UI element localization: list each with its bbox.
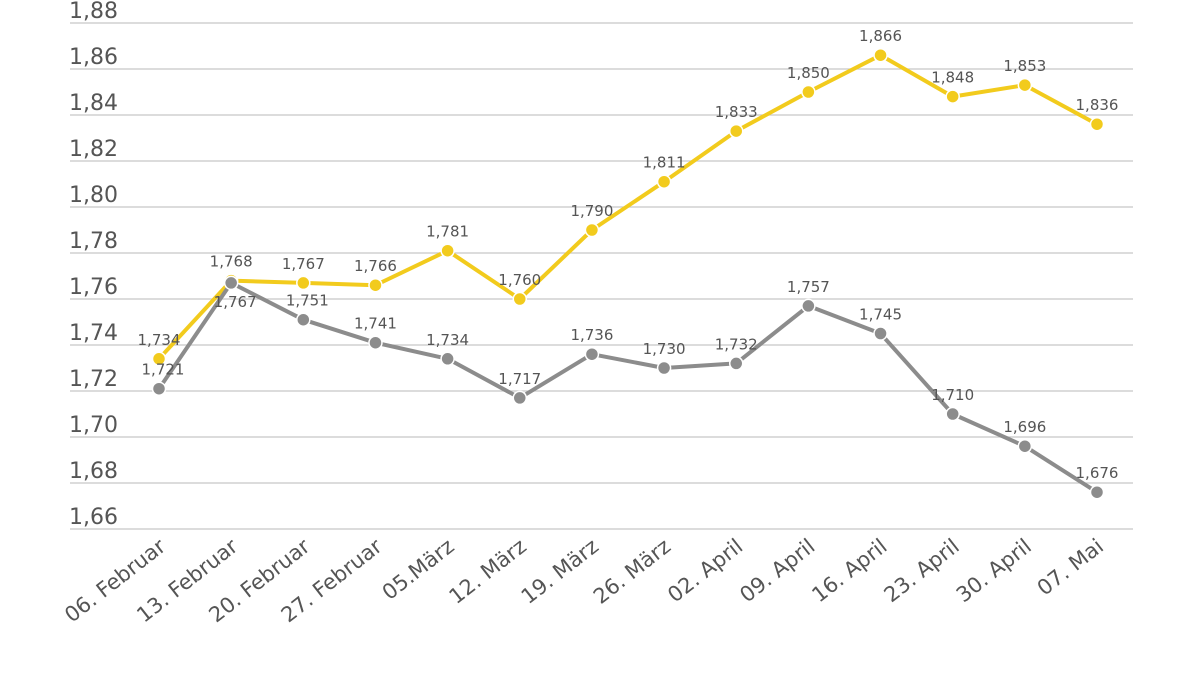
y-tick-label: 1,76 (69, 275, 118, 300)
gray-series-data-label: 1,745 (859, 306, 902, 324)
x-tick-label: 05.März (378, 534, 459, 605)
gray-series-point (945, 406, 960, 422)
yellow-series-line (157, 53, 1099, 361)
gray-series-point (223, 275, 239, 291)
y-tick-label: 1,68 (69, 459, 118, 484)
yellow-series-point (296, 275, 311, 291)
y-tick-label: 1,74 (69, 321, 118, 346)
y-tick-label: 1,84 (69, 91, 118, 116)
gray-series-data-label: 1,741 (354, 315, 397, 333)
y-tick-label: 1,88 (69, 0, 118, 24)
gray-series-data-label: 1,721 (142, 361, 185, 379)
yellow-series-data-label: 1,836 (1076, 96, 1119, 114)
yellow-series-data-label: 1,767 (282, 255, 325, 273)
x-tick-label: 26. März (589, 534, 675, 609)
yellow-series-point (151, 351, 167, 367)
yellow-series-point (945, 89, 960, 104)
gray-series-data-label: 1,732 (715, 335, 758, 353)
x-tick-label: 09. April (735, 534, 819, 607)
data-labels: 1,734 1,768 1,767 1,766 1,781 1,760 1,790 1,811… (138, 27, 1119, 482)
y-tick-label: 1,78 (69, 229, 118, 254)
yellow-series-data-label: 1,790 (570, 202, 613, 220)
yellow-series-data-label: 1,811 (643, 154, 686, 172)
gray-series-point (151, 381, 167, 396)
gray-series-point (584, 346, 600, 362)
gray-series-point (1017, 438, 1033, 454)
yellow-series-point (728, 123, 744, 139)
gray-series-point (368, 335, 383, 350)
gray-series-data-label: 1,757 (787, 278, 830, 296)
yellow-series-point (801, 84, 816, 100)
gray-series-data-label: 1,710 (931, 386, 974, 404)
x-tick-label: 23. April (880, 534, 964, 607)
gray-series-data-label: 1,751 (286, 292, 329, 310)
yellow-series-data-label: 1,853 (1003, 57, 1046, 75)
gray-series-data-label: 1,676 (1076, 464, 1119, 482)
gray-series-line (157, 280, 1099, 495)
yellow-series-data-label: 1,850 (787, 64, 830, 82)
gray-series-point (512, 390, 528, 406)
y-axis-ticks: 1,66 1,68 1,70 1,72 1,74 1,76 1,78 1,80 1,82 1,84… (69, 0, 118, 530)
yellow-series-data-label: 1,848 (931, 69, 974, 87)
grid-lines (70, 22, 1133, 530)
gray-series-data-label: 1,767 (214, 293, 257, 311)
x-tick-label: 07. Mai (1033, 534, 1108, 600)
x-tick-label: 16. April (807, 534, 891, 607)
gray-series-data-label: 1,736 (570, 326, 613, 344)
x-tick-label: 30. April (952, 534, 1036, 607)
y-tick-label: 1,82 (69, 137, 118, 162)
yellow-series-point (368, 277, 383, 293)
y-tick-label: 1,72 (69, 367, 118, 392)
y-tick-label: 1,66 (69, 505, 118, 530)
gray-series-data-label: 1,696 (1003, 418, 1046, 436)
gray-series-point (656, 360, 672, 376)
gray-series-data-label: 1,730 (643, 340, 686, 358)
yellow-series-point (584, 222, 600, 238)
yellow-series-point (512, 291, 528, 307)
y-tick-label: 1,86 (69, 45, 118, 70)
gray-series-point (296, 312, 311, 327)
yellow-series-point (873, 47, 888, 63)
y-tick-label: 1,70 (69, 413, 118, 438)
gray-series-data-label: 1,734 (426, 331, 469, 349)
x-tick-label: 19. März (517, 534, 603, 609)
yellow-series-point (1017, 77, 1033, 93)
gray-series-point (728, 356, 744, 371)
gray-series-point (801, 298, 816, 314)
yellow-series-data-label: 1,768 (210, 253, 253, 271)
x-tick-label: 12. März (445, 534, 531, 609)
yellow-series-data-label: 1,781 (426, 223, 469, 241)
yellow-series-point (1089, 116, 1105, 132)
series-group (151, 47, 1105, 500)
yellow-series-data-label: 1,734 (138, 331, 181, 349)
gray-series-data-label: 1,717 (498, 370, 541, 388)
gray-series-point (873, 326, 888, 341)
yellow-series-data-label: 1,833 (715, 103, 758, 121)
gray-series-point (1089, 484, 1105, 500)
yellow-series-data-label: 1,760 (498, 271, 541, 289)
yellow-series-data-label: 1,866 (859, 27, 902, 45)
yellow-series-point (656, 174, 672, 189)
yellow-series-point (440, 243, 455, 258)
y-tick-label: 1,80 (69, 183, 118, 208)
yellow-series-data-label: 1,766 (354, 257, 397, 275)
x-tick-label: 02. April (663, 534, 747, 607)
gray-series-point (440, 351, 455, 367)
